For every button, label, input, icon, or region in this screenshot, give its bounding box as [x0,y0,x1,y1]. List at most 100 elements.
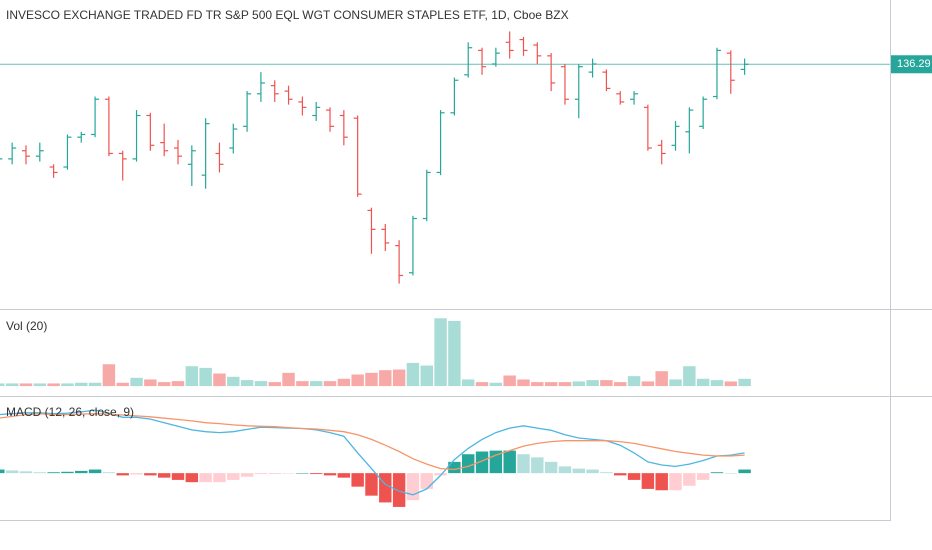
histogram-bar [475,451,489,474]
volume-bar [614,382,627,387]
histogram-bar [337,473,351,478]
histogram-bar [531,457,544,474]
volume-bar [503,375,516,387]
histogram-bar [448,461,461,474]
histogram-bar [240,473,254,477]
pane-title: MACD (12, 26, close, 9) [6,405,134,419]
histogram-bar [724,473,738,474]
histogram-bar [572,468,585,474]
histogram-bar [379,473,392,503]
volume-bar [420,365,433,387]
histogram-bar [600,472,613,474]
histogram-bar [185,473,199,483]
chart-title: INVESCO EXCHANGE TRADED FD TR S&P 500 EQ… [6,8,569,22]
volume-bar [586,380,599,387]
volume-bar [213,373,226,387]
volume-bar [282,372,295,387]
histogram-bar [213,473,226,483]
histogram-bar [323,473,337,476]
volume-bar [448,320,461,387]
volume-bar [738,378,751,387]
histogram-bar [130,473,143,475]
histogram-bar [144,473,157,476]
histogram-bar [669,473,682,491]
histogram-bar [0,469,5,474]
histogram-bar [116,473,129,476]
histogram-bar [544,461,558,474]
volume-bar [558,382,572,387]
volume-bar [254,381,268,387]
histogram-bar [61,471,74,474]
volume-bar [171,381,185,387]
histogram-bar [227,473,240,480]
volume-bar [88,382,102,387]
volume-bar [683,366,696,387]
histogram-bar [641,473,655,489]
volume-bar [461,379,475,387]
volume-bar [296,381,309,387]
histogram-bar [461,454,475,474]
histogram-bar [406,473,420,501]
histogram-bar [683,473,696,486]
histogram-bar [710,472,724,474]
volume-bar [157,382,171,387]
volume-bar [627,376,641,387]
marks [0,31,932,507]
volume-bar [323,381,337,387]
volume-bar [116,382,129,387]
histogram-bar [309,473,323,475]
volume-bar [489,382,503,387]
histogram-bar [503,450,516,474]
volume-bar [544,382,558,387]
volume-bar [365,372,378,387]
volume-bar [475,382,489,387]
last-price-label: 136.29 [897,58,931,70]
histogram-bar [392,473,406,507]
histogram-bar [47,472,60,474]
histogram-bar [696,473,710,480]
histogram-bar [254,473,268,475]
histogram-bar [614,473,627,476]
volume-bar [47,383,60,387]
volume-bar [144,379,157,387]
histogram-bar [655,473,668,491]
volume-bar [199,367,212,387]
volume-bar [655,371,668,387]
volume-bar [572,381,585,387]
volume-bar [227,376,240,387]
macd-line [0,409,745,496]
histogram-bar [282,473,295,474]
pane-title: Vol (20) [6,319,47,333]
volume-bar [5,383,19,387]
volume-bar [337,378,351,387]
volume-bar [75,382,88,387]
histogram-bar [157,473,171,478]
histogram-bar [171,473,185,480]
histogram-bar [351,473,364,487]
volume-bar [130,377,143,387]
volume-bar [641,381,655,387]
histogram-bar [199,473,212,483]
volume-bar [710,380,724,387]
histogram-bar [738,469,751,474]
labels: 136.29 INVESCO EXCHANGE TRADED FD TR S&P … [6,8,931,419]
volume-bar [406,362,420,387]
histogram-bar [558,466,572,474]
histogram-bar [434,473,447,476]
volume-bar [696,378,710,387]
volume-bar [240,380,254,387]
volume-bar [600,380,613,387]
histogram-bar [102,472,116,474]
volume-bar [268,382,281,387]
histogram-bar [33,472,47,474]
histogram-bar [517,454,530,474]
volume-bar [392,369,406,387]
volume-bar [379,370,392,387]
volume-bar [19,383,33,387]
histogram-bar [75,470,88,474]
volume-bar [33,383,47,387]
histogram-bar [586,469,599,474]
volume-bar [351,374,364,387]
histogram-bar [627,473,641,480]
